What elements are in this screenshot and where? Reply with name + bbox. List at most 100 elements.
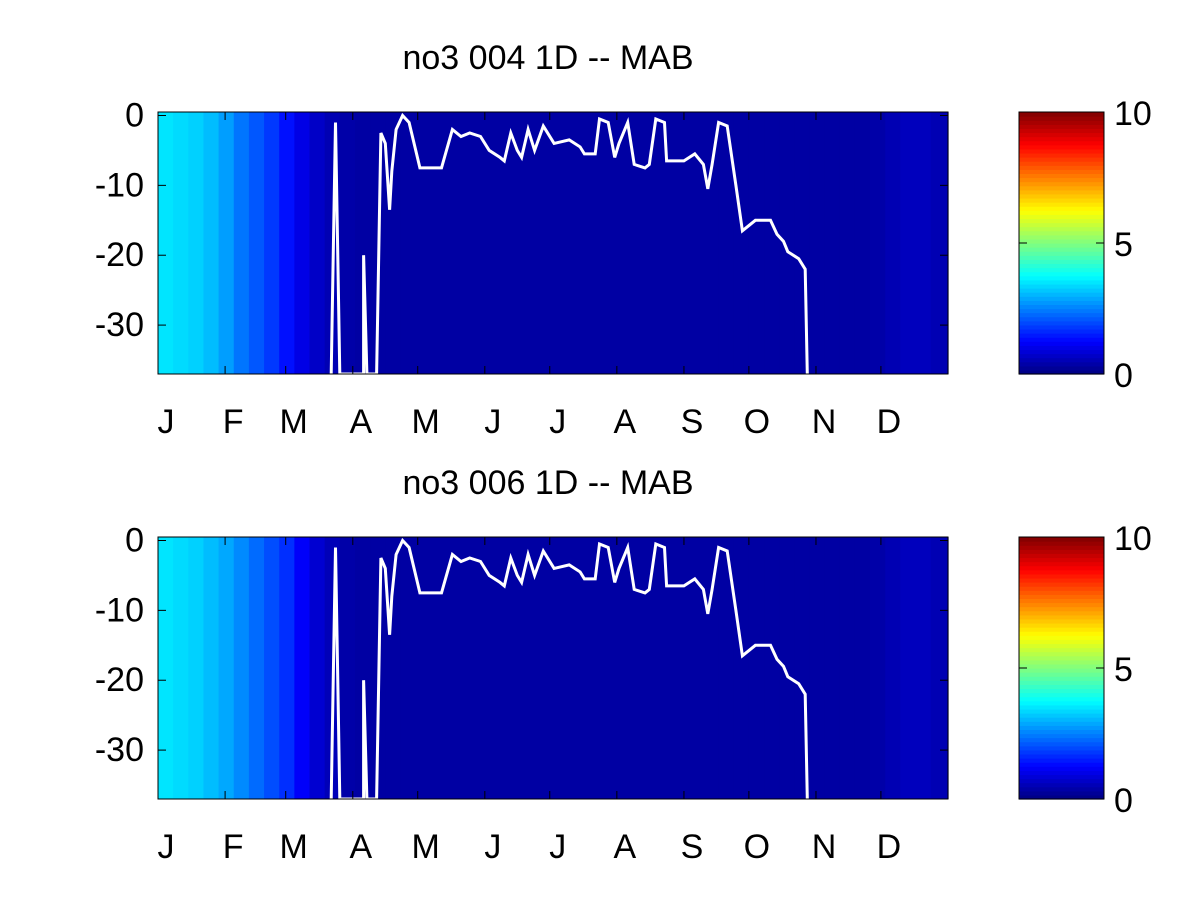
- colorbar-swatch: [1019, 680, 1104, 685]
- heat-cell: [430, 537, 447, 799]
- mixed-layer-line: [329, 537, 809, 801]
- colorbar-swatch: [1019, 586, 1104, 591]
- colorbar-swatch: [1019, 345, 1104, 351]
- heat-cell: [612, 112, 629, 374]
- heat-cell: [627, 112, 644, 374]
- x-tick-label: J: [484, 828, 501, 866]
- colorbar-swatch: [1019, 120, 1104, 125]
- heat-cell: [461, 112, 477, 374]
- x-tick-label: D: [877, 828, 902, 866]
- colorbar-swatch: [1019, 296, 1104, 301]
- heat-cell: [491, 537, 508, 799]
- colorbar-swatch: [1019, 206, 1104, 211]
- colorbar-swatch: [1019, 602, 1104, 608]
- heat-cell: [158, 537, 174, 799]
- heat-cell: [839, 537, 856, 799]
- colorbar-swatch: [1019, 537, 1104, 542]
- heat-cell: [567, 112, 583, 374]
- colorbar-swatch: [1019, 721, 1104, 726]
- colorbar-swatch: [1019, 238, 1104, 244]
- colorbar-swatch: [1019, 132, 1104, 138]
- heat-cell: [279, 537, 295, 799]
- x-tick-label: O: [744, 403, 770, 441]
- colorbar-swatch: [1019, 594, 1104, 600]
- colorbar-swatch: [1019, 177, 1104, 183]
- colorbar-swatch: [1019, 243, 1104, 248]
- heat-cell: [445, 537, 462, 799]
- colorbar-swatch: [1019, 361, 1104, 367]
- heat-cell: [354, 112, 371, 374]
- heat-cell: [673, 537, 689, 799]
- colorbar-swatch: [1019, 349, 1104, 355]
- heat-cell: [718, 112, 735, 374]
- colorbar-swatch: [1019, 627, 1104, 632]
- heat-cell: [158, 112, 174, 374]
- colorbar-swatch: [1019, 148, 1104, 154]
- colorbar-swatch: [1019, 713, 1104, 718]
- heat-cell: [703, 537, 720, 799]
- heat-cell: [188, 112, 205, 374]
- colorbar-swatch: [1019, 774, 1104, 780]
- colorbar-swatch: [1019, 672, 1104, 677]
- y-tick-label: -10: [95, 591, 144, 629]
- x-tick-label: A: [349, 403, 372, 441]
- colorbar-swatch: [1019, 267, 1104, 273]
- colorbar-swatch: [1019, 210, 1104, 215]
- heat-cell: [764, 537, 780, 799]
- x-tick-label: D: [877, 403, 902, 441]
- x-tick-label: J: [484, 403, 501, 441]
- x-tick-label: F: [223, 403, 244, 441]
- colorbar-swatch: [1019, 725, 1104, 731]
- y-tick-label: 0: [125, 96, 144, 134]
- colorbar-swatch: [1019, 193, 1104, 199]
- y-tick-label: -30: [95, 731, 144, 769]
- heat-cell: [385, 112, 402, 374]
- colorbar-swatch: [1019, 651, 1104, 657]
- colorbar-swatch: [1019, 696, 1104, 702]
- plot-frame: [157, 536, 949, 800]
- x-tick-label: J: [549, 403, 566, 441]
- heat-cell: [309, 112, 326, 374]
- colorbar-swatch: [1019, 275, 1104, 281]
- heat-cell: [764, 112, 780, 374]
- x-tick-label: A: [614, 403, 637, 441]
- heat-cell: [642, 112, 659, 374]
- x-tick-label: S: [681, 403, 704, 441]
- heat-cell: [354, 537, 371, 799]
- heat-cell: [870, 112, 886, 374]
- colorbar-swatch: [1019, 753, 1104, 759]
- colorbar-swatch: [1019, 565, 1104, 571]
- heat-cell: [203, 537, 220, 799]
- colorbar-swatch: [1019, 288, 1104, 293]
- colorbar-swatch: [1019, 606, 1104, 612]
- heat-cell: [430, 112, 447, 374]
- colorbar-swatch: [1019, 778, 1104, 784]
- x-tick-label: A: [349, 828, 372, 866]
- colorbar-swatch: [1019, 337, 1104, 342]
- colorbar-swatch: [1019, 541, 1104, 546]
- x-tick-label: M: [412, 403, 440, 441]
- colorbar-swatch: [1019, 169, 1104, 175]
- y-tick-label: -20: [95, 661, 144, 699]
- y-tick-label: -20: [95, 236, 144, 274]
- heat-cell: [718, 537, 735, 799]
- heat-cell: [733, 537, 750, 799]
- heat-cell: [854, 112, 871, 374]
- colorbar-swatch: [1019, 259, 1104, 265]
- heat-cell: [264, 112, 280, 374]
- heat-cell: [567, 537, 583, 799]
- heat-cell: [218, 112, 235, 374]
- heat-cell: [233, 112, 250, 374]
- heat-cell: [476, 537, 492, 799]
- heat-cell: [748, 537, 765, 799]
- heat-cell: [779, 112, 795, 374]
- colorbar-swatch: [1019, 749, 1104, 755]
- heat-cell: [900, 112, 917, 374]
- heat-cell: [657, 112, 674, 374]
- colorbar-swatch: [1019, 786, 1104, 792]
- colorbar-swatch: [1019, 622, 1104, 628]
- colorbar-tick-label: 0: [1114, 357, 1133, 395]
- x-tick-label: J: [158, 828, 175, 866]
- colorbar-swatch: [1019, 255, 1104, 260]
